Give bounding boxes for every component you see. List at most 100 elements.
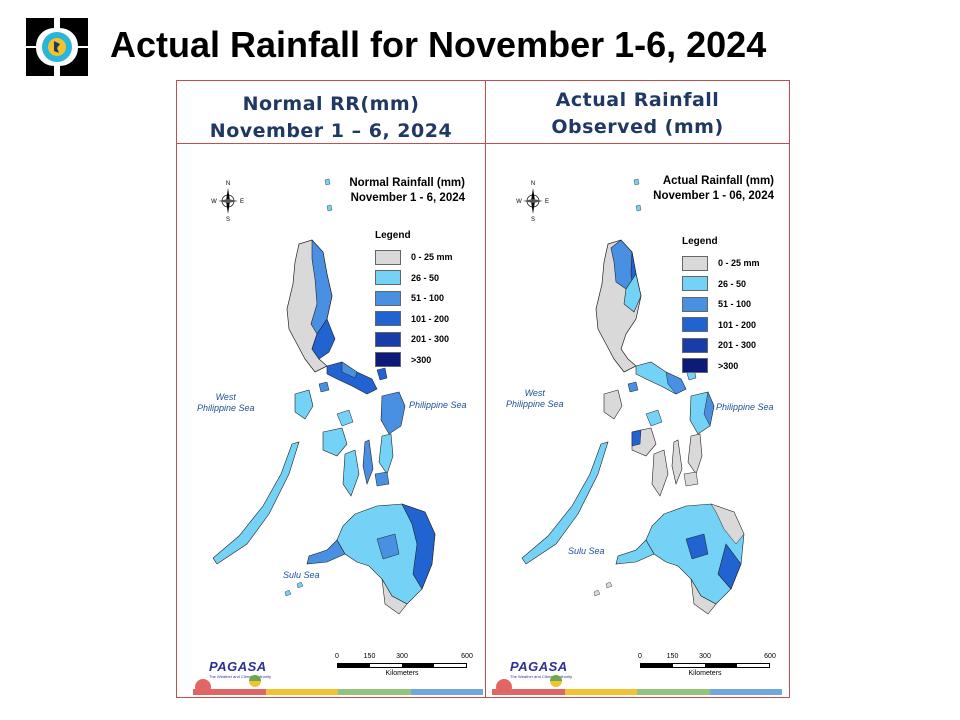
normal-map-graphic	[212, 178, 436, 615]
legend-swatch	[375, 270, 401, 286]
legend-item: 0 - 25 mm	[682, 253, 760, 274]
legend-item: 26 - 50	[682, 274, 760, 295]
legend-item: >300	[375, 350, 453, 371]
scale-tick: 300	[699, 653, 711, 660]
scale-tick: 0	[335, 653, 339, 660]
actual-panel-header: Actual Rainfall Observed (mm)	[486, 87, 789, 141]
legend-swatch	[682, 337, 708, 353]
normal-map-title: Normal Rainfall (mm) November 1 - 6, 202…	[327, 176, 465, 206]
sulu-sea-label: Sulu Sea	[283, 570, 320, 580]
west-sea-line2: Philippine Sea	[506, 399, 564, 409]
actual-rainfall-map: Actual Rainfall (mm) November 1 - 06, 20…	[486, 144, 789, 697]
scale-bar-graphic	[640, 663, 770, 668]
legend-label: 26 - 50	[411, 272, 440, 283]
legend-swatch	[375, 249, 401, 265]
legend-swatch	[375, 311, 401, 327]
normal-map-title-line1: Normal Rainfall (mm)	[349, 177, 465, 189]
pagasa-emblem-icon	[496, 675, 562, 695]
legend-item: 101 - 200	[682, 315, 760, 336]
scale-bar: 0 150 300 600 Kilometers	[335, 653, 473, 677]
legend-swatch	[375, 352, 401, 368]
legend-swatch	[682, 358, 708, 374]
color-stripe	[193, 689, 483, 695]
pagasa-emblem-icon	[195, 675, 261, 695]
compass-rose-icon: N S E W	[211, 181, 244, 222]
west-philippine-sea-label: West Philippine Sea	[506, 388, 564, 410]
scale-unit: Kilometers	[688, 670, 722, 677]
scale-bar: 0 150 300 600 Kilometers	[638, 653, 776, 677]
west-sea-line1: West	[215, 392, 236, 402]
actual-map-graphic	[521, 178, 745, 615]
pagasa-logo: PAGASA The Weather and Climate Authority	[494, 659, 572, 695]
compass-e: E	[545, 199, 549, 205]
legend-label: 101 - 200	[718, 319, 757, 330]
scale-bar-graphic	[337, 663, 467, 668]
legend-label: 51 - 100	[411, 293, 445, 304]
normal-map-legend: Legend 0 - 25 mm 26 - 50 51 - 100 101 - …	[375, 230, 453, 370]
legend-swatch	[375, 331, 401, 347]
actual-header-line1: Actual Rainfall	[555, 89, 720, 111]
actual-header-line2: Observed (mm)	[551, 116, 724, 138]
west-philippine-sea-label: West Philippine Sea	[197, 392, 255, 414]
legend-title: Legend	[375, 230, 411, 241]
normal-header-line2: November 1 – 6, 2024	[209, 120, 453, 142]
legend-swatch	[682, 276, 708, 292]
legend-item: 101 - 200	[375, 309, 453, 330]
actual-map-title: Actual Rainfall (mm) November 1 - 06, 20…	[636, 174, 774, 204]
slide-title: Actual Rainfall for November 1-6, 2024	[110, 24, 767, 65]
philippine-sea-label: Philippine Sea	[409, 400, 467, 410]
actual-map-legend: Legend 0 - 25 mm 26 - 50 51 - 100 101 - …	[682, 236, 760, 376]
normal-map-title-line2: November 1 - 6, 2024	[350, 192, 465, 204]
pagasa-tagline: The Weather and Climate Authority	[209, 674, 272, 679]
legend-label: 26 - 50	[718, 278, 747, 289]
scale-unit: Kilometers	[385, 670, 419, 677]
legend-item: 201 - 300	[375, 329, 453, 350]
legend-label: >300	[411, 354, 432, 365]
compass-n: N	[226, 181, 230, 187]
column-divider	[485, 81, 486, 697]
actual-map-title-line2: November 1 - 06, 2024	[653, 190, 774, 202]
legend-item: 51 - 100	[375, 288, 453, 309]
normal-panel-header: Normal RR(mm) November 1 – 6, 2024	[177, 91, 485, 145]
legend-swatch	[375, 290, 401, 306]
scale-tick: 600	[461, 653, 473, 660]
philippine-sea-label: Philippine Sea	[716, 402, 774, 412]
compass-s: S	[531, 217, 535, 222]
dost-logo	[22, 14, 92, 80]
legend-item: 201 - 300	[682, 335, 760, 356]
compass-rose-icon: N S E W	[516, 181, 549, 222]
legend-title: Legend	[682, 236, 718, 247]
scale-tick: 300	[396, 653, 408, 660]
normal-header-line1: Normal RR(mm)	[242, 93, 420, 115]
actual-map-title-line1: Actual Rainfall (mm)	[662, 175, 774, 187]
compass-w: W	[211, 199, 217, 205]
legend-label: 201 - 300	[718, 340, 757, 351]
legend-label: >300	[718, 360, 739, 371]
pagasa-logo: PAGASA The Weather and Climate Authority	[193, 659, 272, 695]
legend-label: 0 - 25 mm	[411, 252, 453, 263]
scale-ticks: 0 150 300 600	[638, 653, 776, 663]
scale-ticks: 0 150 300 600	[335, 653, 473, 663]
legend-swatch	[682, 296, 708, 312]
west-sea-line2: Philippine Sea	[197, 403, 255, 413]
legend-swatch	[682, 255, 708, 271]
scale-tick: 0	[638, 653, 642, 660]
legend-label: 201 - 300	[411, 334, 450, 345]
legend-item: 51 - 100	[682, 294, 760, 315]
legend-label: 51 - 100	[718, 299, 752, 310]
compass-w: W	[516, 199, 522, 205]
compass-n: N	[531, 181, 535, 187]
pagasa-wordmark: PAGASA	[510, 659, 568, 674]
legend-swatch	[682, 317, 708, 333]
scale-tick: 150	[666, 653, 679, 660]
color-stripe	[492, 689, 782, 695]
west-sea-line1: West	[524, 388, 545, 398]
row-divider	[177, 143, 789, 144]
scale-tick: 150	[363, 653, 376, 660]
legend-label: 101 - 200	[411, 313, 450, 324]
scale-tick: 600	[764, 653, 776, 660]
legend-item: 0 - 25 mm	[375, 247, 453, 268]
legend-item: >300	[682, 356, 760, 377]
normal-rainfall-map: Normal Rainfall (mm) November 1 - 6, 202…	[177, 144, 485, 697]
pagasa-wordmark: PAGASA	[209, 659, 267, 674]
